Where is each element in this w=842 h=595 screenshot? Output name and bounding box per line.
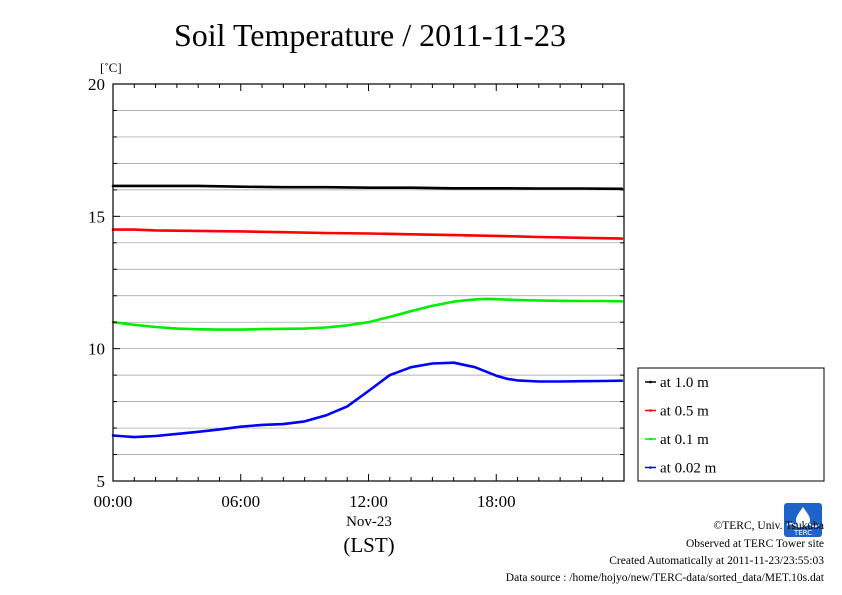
y-tick-label: 15 bbox=[88, 207, 105, 226]
source-text: Data source : /home/hojyo/new/TERC-data/… bbox=[505, 572, 824, 584]
site-text: Observed at TERC Tower site bbox=[685, 538, 824, 550]
legend-marker bbox=[649, 437, 652, 441]
legend-marker bbox=[649, 380, 652, 384]
series-line-at-1-0-m bbox=[111, 184, 624, 191]
legend-label: at 0.5 m bbox=[660, 404, 709, 420]
grid-lines bbox=[113, 110, 624, 455]
logo-text: TERC bbox=[793, 529, 812, 537]
legend-box bbox=[637, 367, 825, 482]
copyright-text: ©TERC, Univ. Tsukuba bbox=[713, 520, 824, 532]
series-line-at-0-02-m bbox=[111, 361, 624, 439]
y-axis-unit-label: [˚C] bbox=[100, 60, 122, 75]
x-tick-label: 06:00 bbox=[221, 492, 260, 511]
x-tick-label: 12:00 bbox=[349, 492, 388, 511]
legend-label: at 0.1 m bbox=[660, 432, 709, 448]
y-tick-label: 5 bbox=[97, 472, 106, 491]
x-tick-label: 18:00 bbox=[477, 492, 516, 511]
legend-label: at 0.02 m bbox=[660, 461, 717, 477]
legend: at 1.0 m at 0.5 m at 0.1 m at 0.02 m bbox=[637, 367, 825, 482]
legend-marker bbox=[649, 409, 652, 412]
x-tick-label: 00:00 bbox=[94, 492, 133, 511]
date-label: Nov-23 bbox=[346, 514, 392, 530]
plot-frame bbox=[112, 83, 625, 482]
series-line-at-0-5-m bbox=[111, 228, 624, 240]
created-text: Created Automatically at 2011-11-23/23:5… bbox=[609, 555, 824, 567]
y-tick-label: 20 bbox=[88, 75, 105, 94]
terc-logo: TERC bbox=[784, 503, 822, 537]
x-axis-label: (LST) bbox=[343, 533, 394, 557]
y-tick-label: 10 bbox=[88, 340, 105, 359]
series-layer bbox=[111, 184, 624, 439]
series-line-at-0-1-m bbox=[111, 297, 624, 331]
axis-ticks bbox=[112, 83, 625, 482]
y-tick-labels: 5 10 15 20 bbox=[88, 75, 105, 491]
chart-title: Soil Temperature / 2011-11-23 bbox=[174, 17, 566, 53]
x-tick-labels: 00:00 06:00 12:00 18:00 bbox=[94, 492, 516, 511]
legend-marker bbox=[649, 466, 652, 469]
legend-label: at 1.0 m bbox=[660, 375, 709, 391]
